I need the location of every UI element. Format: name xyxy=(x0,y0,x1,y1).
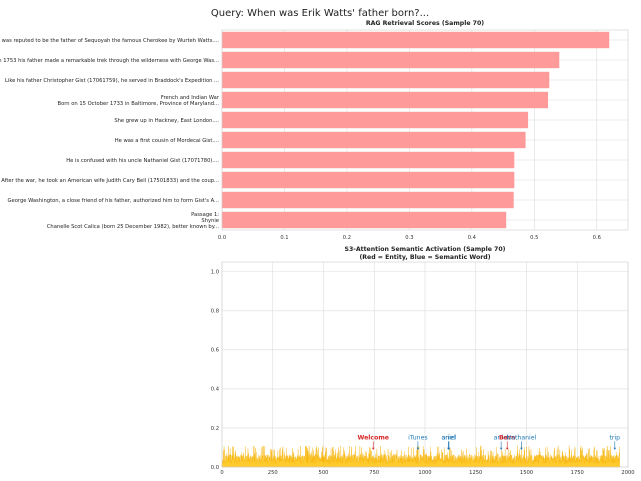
score-bar xyxy=(222,91,549,109)
passage-label: In 1753 his father made a remarkable tre… xyxy=(0,58,219,64)
activation-plot-frame xyxy=(221,261,629,468)
activation-x-tick-label: 0 xyxy=(220,470,223,476)
bar-x-tick-label: 0.5 xyxy=(530,235,538,241)
annotation-label: trip xyxy=(609,434,620,441)
activation-x-tick-label: 500 xyxy=(319,470,329,476)
retrieval-scores-chart: RAG Retrieval Scores (Sample 70) He was … xyxy=(0,20,629,241)
activation-x-tick-label: 250 xyxy=(268,470,278,476)
annotation-label: iTunes xyxy=(408,434,427,441)
passage-label: French and Indian War Born on 15 October … xyxy=(58,95,220,107)
bar-x-tick-label: 0.6 xyxy=(593,235,601,241)
annotation-label: aniel xyxy=(494,434,509,441)
figure-title: Query: When was Erik Watts' father born?… xyxy=(211,8,429,19)
activation-y-tick-label: 0.8 xyxy=(211,309,219,315)
score-bar xyxy=(222,191,514,209)
activation-y-tick-label: 1.0 xyxy=(211,270,219,276)
annotation-label: Born xyxy=(499,434,515,441)
bar-plot-frame xyxy=(221,29,629,231)
passage-label: Passage 1: Shynie Chanelle Scot Calica (bo… xyxy=(47,212,220,230)
activation-chart-subtitle: (Red = Entity, Blue = Semantic Word) xyxy=(359,254,490,261)
activation-y-tick-label: 0.6 xyxy=(211,348,219,354)
bar-x-tick-label: 0.3 xyxy=(405,235,413,241)
annotation-label: aniel xyxy=(441,434,456,441)
annotation-arrowhead xyxy=(416,447,420,450)
activation-y-tick-label: 0.4 xyxy=(211,387,220,393)
annotation-label: Welcome xyxy=(357,434,388,441)
passage-label: He was a first cousin of Mordecai Gist..… xyxy=(115,138,220,144)
activation-x-tick-label: 2000 xyxy=(621,470,634,476)
annotation-arrowhead xyxy=(505,447,509,450)
score-bar xyxy=(222,111,529,129)
passage-label: She grew up in Hackney, East London.... xyxy=(114,118,219,124)
bar-chart-title: RAG Retrieval Scores (Sample 70) xyxy=(366,20,484,27)
annotation-arrowhead xyxy=(371,447,375,450)
annotation-label: ariel xyxy=(442,434,456,441)
score-bar xyxy=(222,51,560,69)
annotation-arrowhead xyxy=(499,447,503,450)
activation-x-tick-label: 750 xyxy=(369,470,379,476)
score-bar xyxy=(222,71,550,89)
passage-label: Like his father Christopher Gist (170617… xyxy=(5,78,219,84)
score-bar xyxy=(222,151,515,169)
activation-area xyxy=(221,445,620,468)
bar-x-tick-label: 0.1 xyxy=(280,235,288,241)
annotation-arrowhead xyxy=(520,447,523,450)
passage-label: George Washington, a close friend of his… xyxy=(8,198,220,204)
score-bar xyxy=(222,171,515,189)
bar-x-tick-label: 0.0 xyxy=(218,235,226,241)
score-bar xyxy=(222,211,507,229)
semantic-activation-chart: S3-Attention Semantic Activation (Sample… xyxy=(211,246,635,476)
passage-label: He was reputed to be the father of Sequo… xyxy=(0,38,219,44)
annotation-label: Nathaniel xyxy=(507,434,537,441)
activation-x-tick-label: 1750 xyxy=(571,470,584,476)
score-bar xyxy=(222,131,526,149)
passage-label: After the war, he took an American wife … xyxy=(1,178,219,184)
activation-x-tick-label: 1500 xyxy=(520,470,533,476)
score-bar xyxy=(222,31,610,49)
activation-x-tick-label: 1250 xyxy=(469,470,482,476)
activation-x-tick-label: 1000 xyxy=(418,470,431,476)
annotation-arrowhead xyxy=(447,447,451,450)
annotation-arrowhead xyxy=(613,447,617,450)
activation-y-tick-label: 0.2 xyxy=(211,426,219,432)
passage-label: He is confused with his uncle Nathaniel … xyxy=(66,158,219,164)
bar-x-tick-label: 0.2 xyxy=(343,235,351,241)
activation-y-tick-label: 0.0 xyxy=(211,465,219,471)
activation-chart-title: S3-Attention Semantic Activation (Sample… xyxy=(345,246,506,253)
bar-x-tick-label: 0.4 xyxy=(468,235,477,241)
